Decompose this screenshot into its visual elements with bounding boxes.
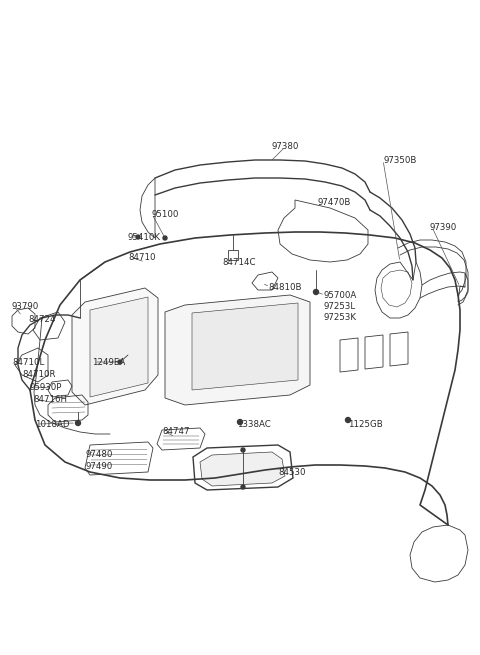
Polygon shape bbox=[90, 297, 148, 397]
Circle shape bbox=[75, 421, 81, 426]
Text: 84710R: 84710R bbox=[22, 370, 56, 379]
Polygon shape bbox=[165, 295, 310, 405]
Text: 1125GB: 1125GB bbox=[348, 420, 383, 429]
Text: 84724: 84724 bbox=[28, 315, 56, 324]
Text: 95930P: 95930P bbox=[30, 383, 62, 392]
Circle shape bbox=[241, 448, 245, 452]
Circle shape bbox=[241, 485, 245, 489]
Circle shape bbox=[163, 236, 167, 240]
Text: 97390: 97390 bbox=[430, 223, 457, 232]
Text: 97253K: 97253K bbox=[323, 313, 356, 322]
Text: 95700A: 95700A bbox=[323, 291, 356, 300]
Circle shape bbox=[118, 360, 122, 364]
Text: 1018AD: 1018AD bbox=[35, 420, 70, 429]
Text: 95410K: 95410K bbox=[128, 233, 161, 242]
Text: 97490: 97490 bbox=[85, 462, 112, 471]
Text: 93790: 93790 bbox=[12, 302, 39, 311]
Circle shape bbox=[238, 419, 242, 424]
Text: 84747: 84747 bbox=[162, 427, 190, 436]
Text: 97380: 97380 bbox=[271, 142, 299, 151]
Text: 84810B: 84810B bbox=[268, 283, 301, 292]
Text: 84710L: 84710L bbox=[12, 358, 44, 367]
Circle shape bbox=[136, 235, 140, 239]
Text: 1249EA: 1249EA bbox=[92, 358, 125, 367]
Polygon shape bbox=[192, 303, 298, 390]
Text: 97253L: 97253L bbox=[323, 302, 355, 311]
Text: 97480: 97480 bbox=[85, 450, 112, 459]
Text: 1338AC: 1338AC bbox=[237, 420, 271, 429]
Text: 84530: 84530 bbox=[278, 468, 305, 477]
Polygon shape bbox=[72, 288, 158, 405]
Text: 97350B: 97350B bbox=[383, 156, 416, 165]
Text: 84714C: 84714C bbox=[222, 258, 255, 267]
Text: 95100: 95100 bbox=[152, 210, 180, 219]
Polygon shape bbox=[200, 452, 285, 486]
Text: 97470B: 97470B bbox=[318, 198, 351, 207]
Text: 84710: 84710 bbox=[128, 253, 156, 262]
Text: 84716H: 84716H bbox=[33, 395, 67, 404]
Circle shape bbox=[313, 290, 319, 295]
Circle shape bbox=[346, 417, 350, 422]
